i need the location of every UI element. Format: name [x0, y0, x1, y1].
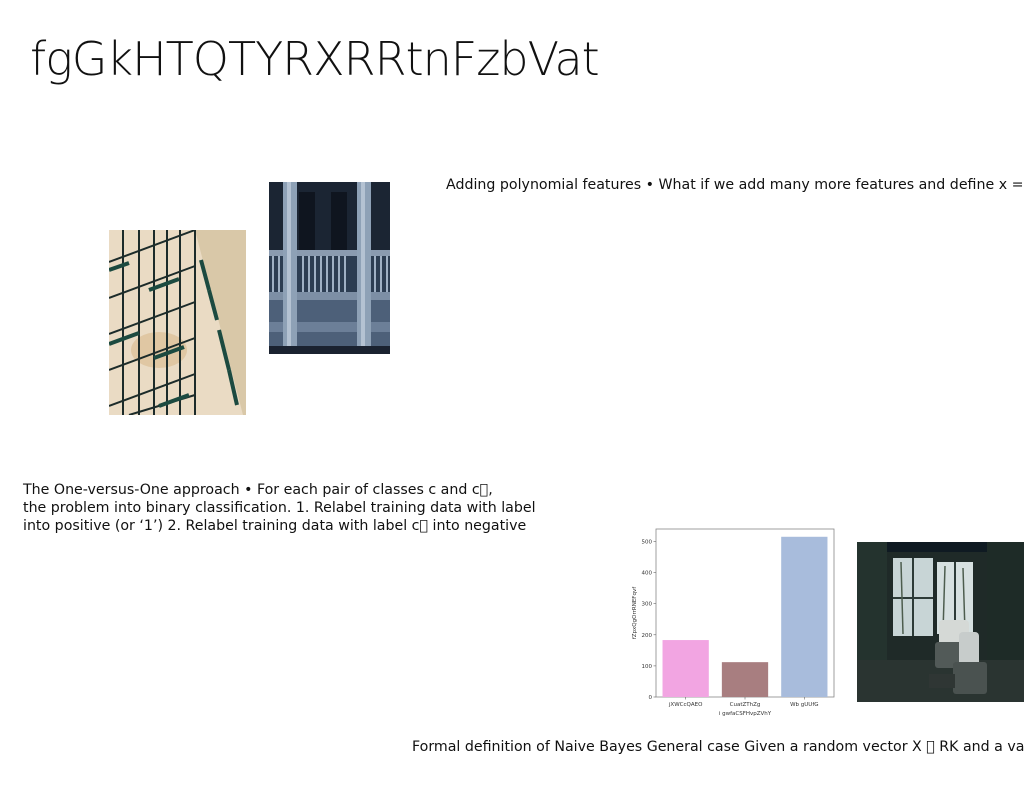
balcony-columns-photo [269, 182, 390, 354]
text-block-naive-bayes: Formal definition of Naive Bayes General… [412, 739, 1024, 755]
y-tick-label: 400 [642, 571, 653, 577]
bar-1 [721, 662, 769, 697]
y-tick-label: 300 [642, 602, 653, 608]
x-tick-label: CuatZThZg [730, 702, 761, 708]
sunroom-interior-photo [857, 542, 1024, 702]
text-block-polynomial-features: Adding polynomial features • What if we … [446, 177, 1024, 193]
y-axis-label: fZpxQgOrrRNEFqvf [632, 586, 638, 639]
x-tick-label: jXWCcQAEO [668, 702, 703, 708]
x-axis-label: i gwfaCSFHvpZVhY [719, 711, 772, 717]
y-tick-label: 0 [649, 695, 653, 701]
slide-title: fgGkHTQTYRXRRtnFzbVat [30, 32, 600, 86]
x-tick-label: Wb gUUfG [790, 702, 818, 708]
y-tick-label: 200 [642, 633, 653, 639]
y-tick-label: 500 [642, 539, 653, 545]
building-facade-photo [109, 230, 246, 415]
y-tick-label: 100 [642, 664, 653, 670]
bar-chart: 0 100 200 300 400 500 jXWCcQAEO CuatZThZg Wb gU… [632, 528, 835, 717]
bar-0 [662, 640, 709, 697]
bar-2 [781, 536, 828, 697]
text-block-one-versus-one: The One-versus-One approach • For each p… [23, 482, 536, 534]
